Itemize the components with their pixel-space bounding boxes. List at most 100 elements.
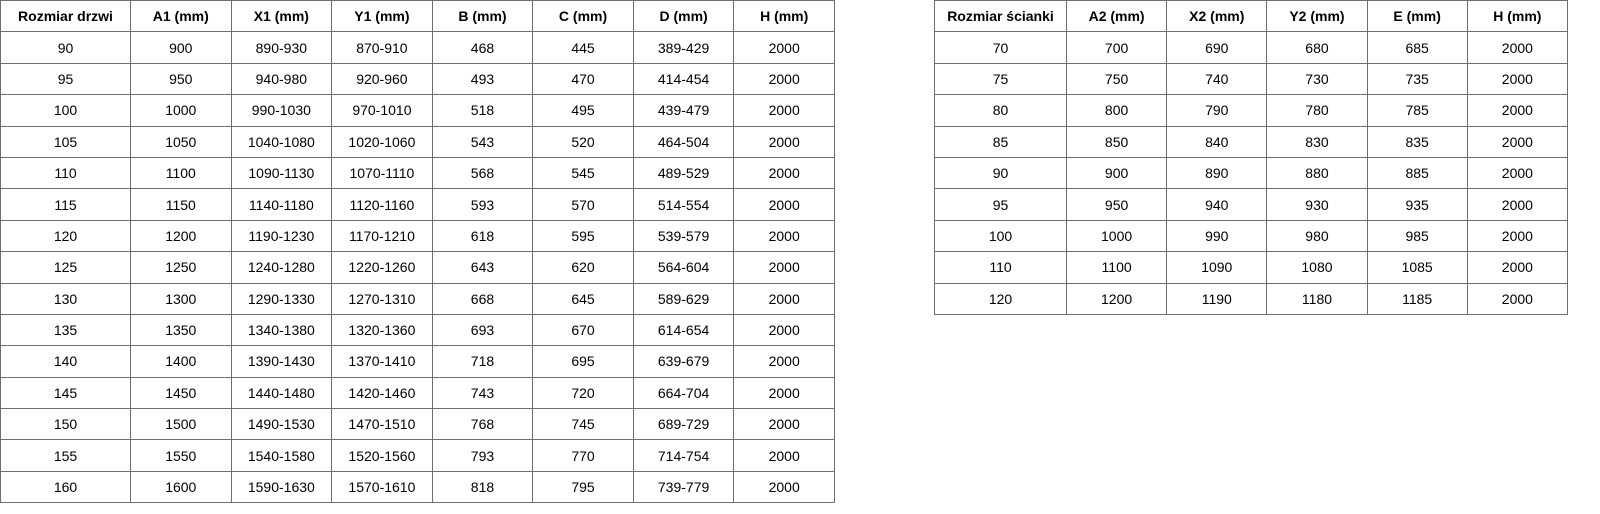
table-cell: 1170-1210 <box>331 219 433 253</box>
table-cell: 950 <box>130 62 232 96</box>
table-cell: 1050 <box>130 125 232 158</box>
table-row: 145 1450 1440-1480 1420-1460 743 720 664-704 20… <box>0 376 835 410</box>
table-cell: 735 <box>1366 62 1468 96</box>
table-cell: 2000 <box>733 31 835 64</box>
table-cell: 105 <box>0 125 131 158</box>
table-cell: 790 <box>1166 94 1268 127</box>
table-cell: 468 <box>431 31 534 64</box>
table-cell: 1240-1280 <box>230 251 333 284</box>
table-cell: 1350 <box>130 313 232 347</box>
table-cell: 95 <box>0 62 131 96</box>
table-cell: 1150 <box>130 188 232 221</box>
table-cell: 785 <box>1366 94 1468 127</box>
table-cell: 145 <box>0 376 131 410</box>
table-cell: 543 <box>431 125 534 158</box>
table-cell: 115 <box>0 188 131 221</box>
table-cell: 740 <box>1166 62 1268 96</box>
column-header: Rozmiar drzwi <box>0 0 131 33</box>
table-cell: 545 <box>532 156 634 190</box>
table-cell: 125 <box>0 251 131 284</box>
table-cell: 835 <box>1366 125 1468 158</box>
column-header: B (mm) <box>431 0 534 33</box>
table-cell: 2000 <box>733 219 835 253</box>
table-cell: 1470-1510 <box>331 408 433 441</box>
table-cell: 445 <box>532 31 634 64</box>
column-header: Rozmiar ścianki <box>934 0 1067 33</box>
table-cell: 840 <box>1166 125 1268 158</box>
table-cell: 2000 <box>733 376 835 410</box>
table-cell: 1250 <box>130 251 232 284</box>
table-cell: 935 <box>1366 188 1468 221</box>
table-cell: 439-479 <box>632 94 735 127</box>
table-row: 85 850 840 830 835 2000 <box>934 125 1569 158</box>
table-cell: 739-779 <box>632 470 735 504</box>
column-header: H (mm) <box>1466 0 1569 33</box>
table-cell: 100 <box>0 94 131 127</box>
table-cell: 1200 <box>130 219 232 253</box>
table-cell: 643 <box>431 251 534 284</box>
table-cell: 2000 <box>733 156 835 190</box>
table-cell: 2000 <box>1466 282 1569 315</box>
table-cell: 470 <box>532 62 634 96</box>
table-cell: 645 <box>532 282 634 315</box>
table-row: 120 1200 1190 1180 1185 2000 <box>934 282 1569 315</box>
table-cell: 1190 <box>1166 282 1268 315</box>
table-cell: 493 <box>431 62 534 96</box>
table-row: 110 1100 1090 1080 1085 2000 <box>934 251 1569 284</box>
table-cell: 2000 <box>733 470 835 504</box>
column-header: H (mm) <box>733 0 835 33</box>
table-cell: 668 <box>431 282 534 315</box>
table-cell: 920-960 <box>331 62 433 96</box>
table-cell: 830 <box>1266 125 1368 158</box>
table-cell: 1590-1630 <box>230 470 333 504</box>
table-cell: 1290-1330 <box>230 282 333 315</box>
table-cell: 780 <box>1266 94 1368 127</box>
table-cell: 664-704 <box>632 376 735 410</box>
table-cell: 614-654 <box>632 313 735 347</box>
table-cell: 990-1030 <box>230 94 333 127</box>
table-cell: 130 <box>0 282 131 315</box>
table-cell: 1340-1380 <box>230 313 333 347</box>
table-cell: 885 <box>1366 156 1468 190</box>
table-cell: 1270-1310 <box>331 282 433 315</box>
table-cell: 1400 <box>130 345 232 378</box>
table-cell: 100 <box>934 219 1067 253</box>
table-cell: 730 <box>1266 62 1368 96</box>
table-cell: 1090 <box>1166 251 1268 284</box>
table-cell: 1220-1260 <box>331 251 433 284</box>
column-header: C (mm) <box>532 0 634 33</box>
table-cell: 890 <box>1166 156 1268 190</box>
table-cell: 745 <box>532 408 634 441</box>
table-row: 125 1250 1240-1280 1220-1260 643 620 564-604 20… <box>0 251 835 284</box>
table-cell: 539-579 <box>632 219 735 253</box>
table-cell: 2000 <box>733 251 835 284</box>
table-cell: 714-754 <box>632 439 735 472</box>
table-cell: 160 <box>0 470 131 504</box>
table-cell: 1550 <box>130 439 232 472</box>
table-cell: 2000 <box>1466 251 1569 284</box>
table-cell: 1120-1160 <box>331 188 433 221</box>
table-cell: 700 <box>1065 31 1168 64</box>
table-cell: 95 <box>934 188 1067 221</box>
table-row: 110 1100 1090-1130 1070-1110 568 545 489-529 20… <box>0 156 835 190</box>
table-cell: 985 <box>1366 219 1468 253</box>
table-cell: 595 <box>532 219 634 253</box>
column-header: Y2 (mm) <box>1266 0 1368 33</box>
table-row: 160 1600 1590-1630 1570-1610 818 795 739-779 20… <box>0 470 835 504</box>
table-cell: 120 <box>0 219 131 253</box>
table-cell: 1320-1360 <box>331 313 433 347</box>
table-cell: 970-1010 <box>331 94 433 127</box>
table-cell: 685 <box>1366 31 1468 64</box>
table-cell: 689-729 <box>632 408 735 441</box>
table-cell: 639-679 <box>632 345 735 378</box>
table-cell: 2000 <box>1466 125 1569 158</box>
table-row: 70 700 690 680 685 2000 <box>934 31 1569 64</box>
table-cell: 900 <box>130 31 232 64</box>
table-cell: 1000 <box>130 94 232 127</box>
table-cell: 135 <box>0 313 131 347</box>
table-cell: 389-429 <box>632 31 735 64</box>
column-header: A1 (mm) <box>130 0 232 33</box>
table-cell: 720 <box>532 376 634 410</box>
table-cell: 1000 <box>1065 219 1168 253</box>
table-cell: 2000 <box>1466 62 1569 96</box>
